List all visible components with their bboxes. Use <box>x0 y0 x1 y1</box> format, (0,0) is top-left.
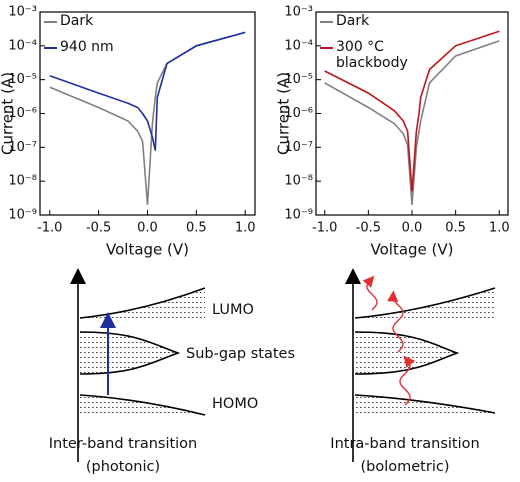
band-diagram-left: LUMO Sub-gap states HOMO Inter-band tran… <box>49 268 295 475</box>
x-tick-label: -1.0 <box>37 221 62 236</box>
dotted-fill <box>355 395 495 413</box>
charts: 10⁻⁹ 10⁻⁸ 10⁻⁷ 10⁻⁶ 10⁻⁵ 10⁻⁴ 10⁻³ -1.0 -0.5 0.0 0… <box>0 5 510 259</box>
y-tick-label: 10⁻⁶ <box>284 106 313 121</box>
x-tick-label: -0.5 <box>356 221 381 236</box>
legend-text: 940 nm <box>60 39 114 55</box>
x-tick-label: 1.0 <box>489 221 510 236</box>
caption: Inter-band transition <box>49 436 198 452</box>
x-tick-label: 0.0 <box>402 221 423 236</box>
homo-curve <box>354 394 496 414</box>
x-axis-label: Voltage (V) <box>371 241 454 259</box>
y-tick-label: 10⁻⁷ <box>8 140 37 155</box>
dotted-fill <box>80 395 205 415</box>
series-line <box>49 31 246 151</box>
subgap-curve <box>354 331 460 375</box>
x-tick-label: 1.0 <box>235 221 256 236</box>
x-tick-label: 0.5 <box>445 221 466 236</box>
homo-curve <box>79 394 206 416</box>
y-tick-label: 10⁻⁸ <box>8 174 37 189</box>
caption: Intra-band transition <box>330 436 479 452</box>
thermal-arrows <box>362 275 415 406</box>
y-tick-label: 10⁻⁵ <box>8 72 37 87</box>
band-diagram-right: Intra-band transition (bolometric) <box>330 268 496 475</box>
y-tick-label: 10⁻⁹ <box>8 208 37 223</box>
y-axis-label: Current (A) <box>0 72 17 155</box>
y-tick-label: 10⁻⁸ <box>284 174 313 189</box>
lumo-curve <box>79 287 206 319</box>
y-tick-label: 10⁻⁹ <box>284 208 313 223</box>
y-tick-label: 10⁻⁴ <box>284 38 313 53</box>
x-tick-label: -1.0 <box>312 221 337 236</box>
legend-label: Dark <box>60 13 94 29</box>
legend-label: 940 nm <box>60 39 114 55</box>
subgap-label: Sub-gap states <box>186 346 295 362</box>
lumo-curve <box>354 287 496 319</box>
wavy-arrow <box>399 355 415 406</box>
wavy-arrow <box>362 275 378 311</box>
y-tick-label: 10⁻⁶ <box>8 106 37 121</box>
y-tick-label: 10⁻³ <box>8 5 37 20</box>
dotted-fill <box>80 288 205 318</box>
series-line <box>324 40 500 205</box>
caption: (photonic) <box>86 459 160 475</box>
homo-label: HOMO <box>212 396 258 412</box>
y-tick-label: 10⁻⁷ <box>284 140 313 155</box>
y-axis-label: Current (A) <box>275 72 293 155</box>
y-tick-label: 10⁻³ <box>284 5 313 20</box>
wavy-arrow <box>387 290 404 353</box>
dotted-fill <box>80 332 178 374</box>
legend-label: 300 °C blackbody <box>336 39 408 71</box>
dotted-fill <box>355 288 495 318</box>
x-tick-label: 0.0 <box>137 221 158 236</box>
legend-text: Dark <box>336 13 370 29</box>
legend-label: Dark <box>336 13 370 29</box>
subgap-curve <box>79 331 181 375</box>
x-axis-label: Voltage (V) <box>106 241 189 259</box>
legend-text: Dark <box>60 13 94 29</box>
caption: (bolometric) <box>361 459 450 475</box>
series-line <box>324 30 500 192</box>
y-tick-label: 10⁻⁵ <box>284 72 313 87</box>
lumo-label: LUMO <box>212 302 254 318</box>
legend-text: 300 °C blackbody <box>336 39 408 71</box>
x-tick-label: -0.5 <box>86 221 111 236</box>
dotted-fill <box>355 332 457 374</box>
x-tick-label: 0.5 <box>186 221 207 236</box>
y-tick-label: 10⁻⁴ <box>8 38 37 53</box>
